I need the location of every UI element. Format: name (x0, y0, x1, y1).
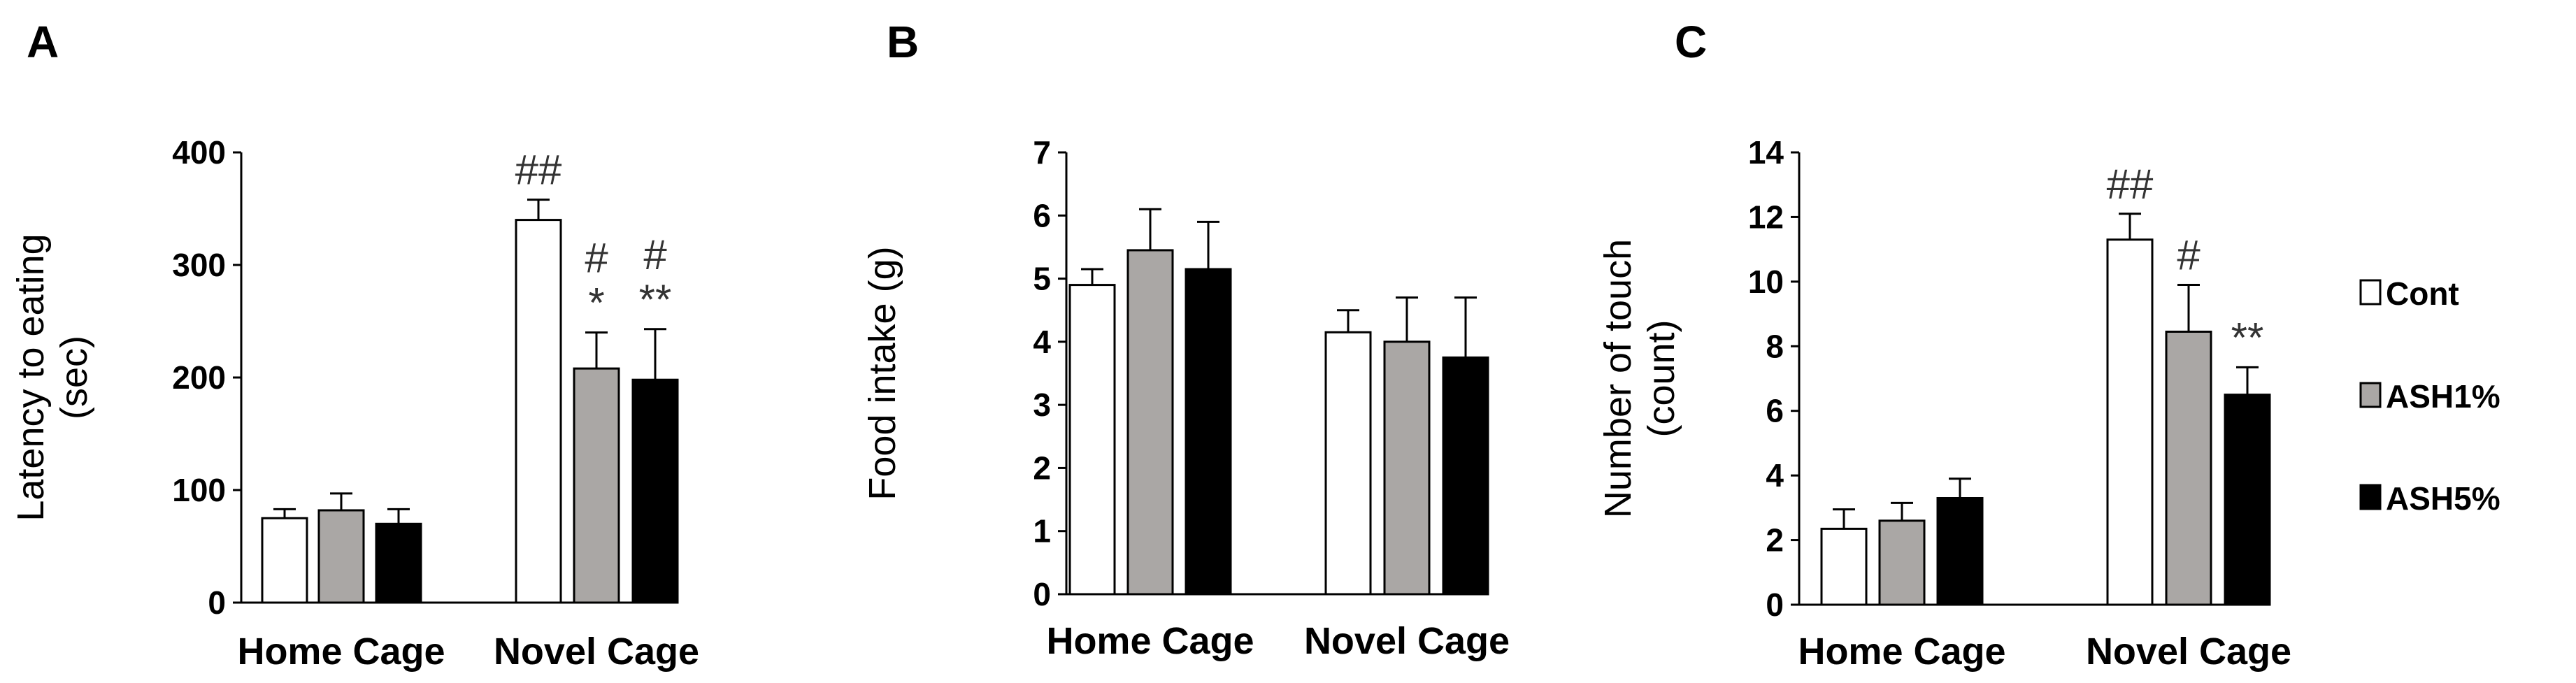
y-tick-label: 3 (1033, 387, 1051, 423)
y-axis-title-line: Number of touch (1597, 239, 1639, 518)
y-axis-title-line: (count) (1640, 319, 1682, 437)
legend-label: Cont (2386, 275, 2459, 312)
bar-ASH5pct-novel-cage (2224, 394, 2271, 606)
y-axis-title: Food intake (g) (861, 246, 903, 500)
x-category-label: Home Cage (1046, 620, 1254, 662)
legend-swatch (2359, 279, 2382, 305)
bar-Cont-home-cage (1820, 527, 1868, 606)
y-axis-title: Latency to eating (sec) (10, 233, 95, 521)
significance-mark: # (643, 231, 667, 278)
x-category-label: Novel Cage (2086, 631, 2291, 673)
y-axis-title-line: Food intake (g) (861, 246, 903, 500)
y-tick-label: 400 (172, 134, 226, 171)
y-tick-label: 10 (1748, 264, 1784, 300)
bar-ASH1pct-novel-cage (573, 367, 620, 604)
bar-ASH1pct-novel-cage (2165, 330, 2212, 606)
y-tick-label: 8 (1766, 328, 1784, 364)
legend: Cont ASH1% ASH5% (2359, 275, 2500, 517)
x-category-label: Home Cage (237, 631, 445, 673)
significance-mark: ** (2231, 314, 2264, 361)
y-tick-label: 0 (1766, 587, 1784, 623)
panel-letter: A (27, 17, 59, 67)
significance-mark: ## (515, 147, 562, 194)
bar-ASH1pct-home-cage (1878, 519, 1926, 606)
significance-mark: # (585, 235, 608, 282)
y-tick-label: 14 (1748, 134, 1784, 171)
y-tick-label: 6 (1033, 197, 1051, 233)
y-tick-label: 5 (1033, 261, 1051, 297)
bar-ASH1pct-home-cage (1126, 249, 1174, 596)
bar-ASH1pct-home-cage (317, 509, 365, 604)
y-tick-label: 2 (1033, 450, 1051, 486)
panel-letter: B (887, 17, 919, 67)
legend-label: ASH5% (2386, 480, 2500, 517)
y-tick-label: 300 (172, 247, 226, 283)
y-tick-label: 0 (208, 584, 226, 621)
y-axis-title-line: (sec) (53, 336, 95, 419)
bar-ASH5pct-home-cage (1936, 496, 1984, 606)
legend-swatch (2359, 382, 2382, 408)
significance-mark: ** (639, 276, 672, 323)
y-axis-title-line: Latency to eating (10, 233, 52, 521)
bar-Cont-novel-cage (515, 219, 562, 604)
y-tick-label: 4 (1766, 457, 1784, 494)
y-tick-label: 6 (1766, 393, 1784, 429)
x-category-label: Novel Cage (1304, 620, 1510, 662)
panel-letter: C (1675, 17, 1707, 67)
bar-Cont-novel-cage (1324, 331, 1372, 596)
x-category-label: Home Cage (1798, 631, 2005, 673)
y-axis-title: Number of touch (count) (1597, 239, 1682, 518)
y-tick-label: 200 (172, 359, 226, 396)
legend-label: ASH1% (2386, 378, 2500, 415)
bar-Cont-home-cage (1068, 284, 1116, 596)
bar-ASH5pct-novel-cage (1442, 356, 1489, 596)
bar-Cont-novel-cage (2106, 238, 2154, 606)
y-tick-label: 0 (1033, 576, 1051, 612)
significance-mark: ## (2107, 161, 2154, 208)
bar-ASH5pct-home-cage (375, 522, 422, 604)
legend-swatch (2359, 484, 2382, 510)
significance-mark: # (2177, 231, 2201, 278)
y-tick-label: 1 (1033, 513, 1051, 549)
x-category-label: Novel Cage (494, 631, 699, 673)
bar-Cont-home-cage (261, 517, 308, 604)
y-tick-label: 4 (1033, 324, 1051, 360)
y-tick-label: 12 (1748, 199, 1784, 235)
significance-mark: * (588, 280, 604, 326)
y-tick-label: 2 (1766, 522, 1784, 559)
y-tick-label: 7 (1033, 134, 1051, 171)
y-tick-label: 100 (172, 472, 226, 508)
bar-ASH5pct-novel-cage (631, 378, 679, 604)
bar-ASH5pct-home-cage (1185, 268, 1232, 596)
bar-ASH1pct-novel-cage (1383, 340, 1431, 596)
panel-B: B 0 1 2 3 4 5 6 7 Food intake (g) Home Cage Novel C… (861, 17, 1510, 662)
